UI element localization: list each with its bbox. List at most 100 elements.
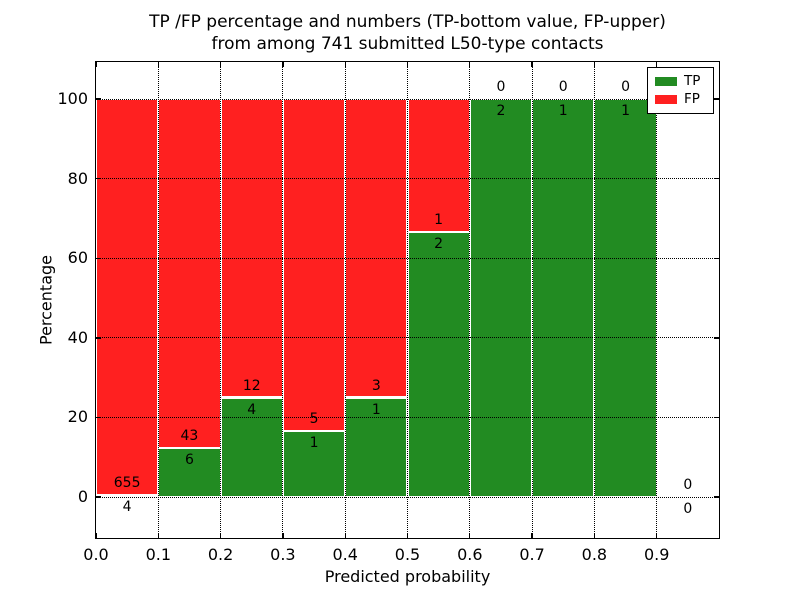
legend-entry-tp: TP (648, 72, 713, 89)
x-tick-label-0.5: 0.5 (394, 545, 421, 564)
x-tick-bottom-0.8 (593, 533, 596, 538)
x-tick-label-0.6: 0.6 (457, 545, 483, 564)
fp-bar-bin-0 (96, 99, 159, 495)
v-gridline-0.7 (531, 62, 533, 538)
x-tick-label-0.4: 0.4 (332, 545, 358, 564)
chart-title-line-1: TP /FP percentage and numbers (TP-bottom… (149, 12, 666, 32)
tp-count-bin-8: 1 (621, 103, 631, 119)
tp-count-bin-5: 2 (434, 235, 444, 252)
x-tick-label-0.1: 0.1 (145, 545, 172, 564)
fp-count-bin-1: 43 (180, 428, 199, 445)
y-tick-left-0 (96, 496, 101, 498)
y-tick-left-60 (96, 257, 101, 259)
y-tick-label-80: 80 (67, 168, 88, 188)
tp-count-bin-6: 2 (496, 103, 506, 119)
x-tick-bottom-0.5 (406, 533, 409, 538)
x-tick-bottom-0.4 (344, 533, 346, 538)
fp-bar-bin-2 (220, 99, 283, 398)
plot-area: 4 655 6 43 4 12 1 5 1 3 2 1 2 0 1 0 1 0 0 0 (94, 60, 720, 539)
x-tick-top-0.9 (656, 62, 658, 67)
x-tick-bottom-0.3 (282, 533, 284, 538)
v-gridline-0.5 (407, 62, 408, 538)
v-gridline-0.8 (593, 62, 595, 538)
legend-label-tp: TP (684, 72, 701, 89)
grid-layer (96, 62, 719, 538)
y-tick-label-20: 20 (67, 407, 88, 427)
tp-count-bin-1: 6 (184, 452, 194, 469)
y-tick-right-20 (714, 416, 719, 419)
tp-bar-bin-6 (469, 99, 533, 497)
tp-count-bin-4: 1 (371, 401, 381, 418)
fp-bar-bin-5 (407, 99, 470, 232)
fp-bar-bin-3 (282, 99, 346, 431)
x-tick-top-0.5 (406, 62, 409, 67)
y-tick-label-0: 0 (77, 487, 88, 506)
legend-label-fp: FP (684, 91, 700, 108)
x-tick-bottom-0.1 (157, 533, 159, 538)
count-labels-layer: 4 655 6 43 4 12 1 5 1 3 2 1 2 0 1 0 1 0 0 0 (96, 62, 719, 538)
fp-count-bin-9: 0 (683, 477, 693, 493)
v-gridline-0.9 (656, 62, 658, 538)
fp-legend-swatch-icon (655, 95, 677, 105)
tp-count-bin-7: 1 (558, 103, 568, 119)
x-tick-top-0.0 (95, 62, 97, 67)
y-tick-label-100: 100 (57, 89, 88, 108)
fp-count-bin-4: 3 (371, 377, 381, 394)
tp-legend-swatch-icon (655, 76, 677, 86)
fp-bar-bin-4 (345, 99, 408, 398)
tp-bar-bin-4 (345, 397, 408, 497)
x-axis-title: Predicted probability (324, 567, 491, 586)
y-tick-right-100 (714, 98, 719, 100)
y-tick-label-40: 40 (67, 327, 88, 347)
fp-count-bin-3: 5 (309, 410, 319, 427)
chart-title-line-2: from among 741 submitted L50-type contac… (211, 34, 604, 54)
tp-count-bin-2: 4 (247, 401, 257, 418)
x-tick-bottom-0.2 (219, 533, 222, 538)
bars-layer (96, 62, 719, 538)
ticks-layer (95, 62, 719, 538)
tp-bar-bin-5 (407, 231, 470, 497)
legend-entry-fp: FP (648, 92, 713, 107)
x-tick-label-0.0: 0.0 (83, 545, 109, 564)
x-tick-top-0.7 (531, 62, 533, 67)
tp-bar-bin-1 (158, 448, 221, 497)
legend: TP FP (647, 67, 714, 114)
x-tick-bottom-0.6 (469, 533, 471, 538)
fp-count-bin-8: 0 (621, 79, 631, 95)
y-tick-left-40 (96, 337, 101, 339)
y-tick-left-80 (96, 177, 101, 180)
fp-count-bin-7: 0 (558, 79, 568, 95)
y-tick-label-60: 60 (67, 248, 88, 268)
y-tick-right-80 (714, 177, 719, 180)
x-tick-top-0.3 (282, 62, 284, 67)
x-tick-top-0.4 (344, 62, 346, 67)
fp-count-bin-5: 1 (434, 211, 444, 228)
tp-bar-bin-2 (220, 397, 283, 497)
y-tick-left-100 (96, 98, 101, 100)
x-tick-top-0.2 (219, 62, 222, 67)
v-gridline-0.1 (157, 62, 159, 538)
x-tick-bottom-0.0 (95, 533, 97, 538)
fp-count-bin-6: 0 (496, 79, 506, 95)
tp-count-bin-9: 0 (683, 501, 693, 517)
tp-count-bin-3: 1 (309, 434, 319, 451)
tp-bar-bin-8 (594, 99, 657, 497)
v-gridline-0.3 (282, 62, 284, 538)
x-tick-bottom-0.7 (531, 533, 533, 538)
y-tick-right-60 (714, 257, 719, 259)
x-tick-top-0.6 (469, 62, 471, 67)
fp-count-bin-0: 655 (113, 474, 141, 491)
v-gridline-0.6 (469, 62, 471, 538)
tp-count-bin-0: 4 (122, 498, 132, 515)
tp-bar-bin-3 (282, 430, 346, 497)
y-tick-right-40 (714, 337, 719, 339)
x-tick-label-0.7: 0.7 (519, 545, 545, 564)
y-tick-left-20 (96, 416, 101, 419)
x-tick-label-0.8: 0.8 (581, 545, 608, 564)
fp-bar-bin-1 (158, 99, 221, 449)
x-tick-bottom-0.9 (656, 533, 658, 538)
y-tick-right-0 (714, 496, 719, 498)
x-tick-label-0.9: 0.9 (643, 545, 670, 564)
x-tick-label-0.3: 0.3 (270, 545, 296, 564)
